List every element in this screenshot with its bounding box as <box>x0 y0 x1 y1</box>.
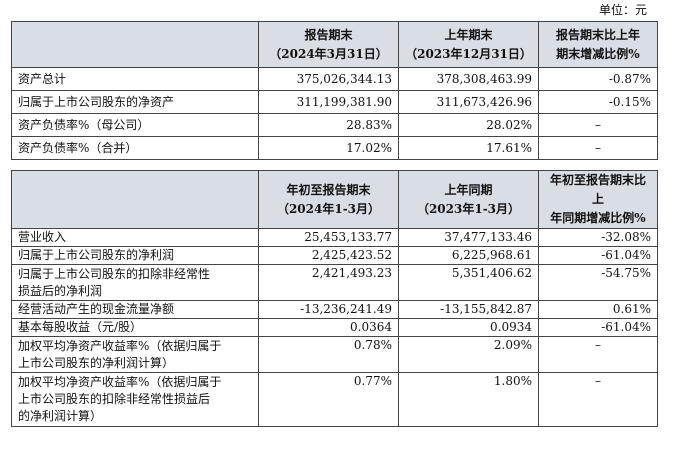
value-cell: 0.0934 <box>398 318 539 337</box>
value-cell: 2,421,493.23 <box>258 264 399 301</box>
change-cell: -61.04% <box>538 246 658 265</box>
value-cell: 311,673,426.96 <box>398 90 539 114</box>
header-cell: 上年期末 （2023年12月31日） <box>398 21 539 68</box>
value-cell: 0.78% <box>258 336 399 373</box>
table-row: 归属于上市公司股东的扣除非经常性 损益后的净利润 2,421,493.23 5,… <box>11 264 658 301</box>
header-cell: 年初至报告期末 （2024年1-3月） <box>258 170 399 229</box>
table-row: 资产负债率%（合并） 17.02% 17.61% – <box>11 136 658 160</box>
change-cell: -32.08% <box>538 228 658 247</box>
header-cell: 报告期末 （2024年3月31日） <box>258 21 399 68</box>
row-label: 加权平均净资产收益率%（依据归属于 上市公司股东的扣除非经常性损益后 的净利润计… <box>11 372 259 427</box>
change-cell: – <box>538 372 658 427</box>
table-row: 基本每股收益（元/股） 0.0364 0.0934 -61.04% <box>11 318 658 337</box>
value-cell: 0.77% <box>258 372 399 427</box>
row-label: 资产负债率%（母公司） <box>11 113 259 137</box>
value-cell: 28.83% <box>258 113 399 137</box>
row-label: 资产总计 <box>11 67 259 91</box>
change-cell: – <box>538 336 658 373</box>
value-cell: 28.02% <box>398 113 539 137</box>
header-cell: 上年同期 （2023年1-3月） <box>398 170 539 229</box>
table-row: 归属于上市公司股东的净资产 311,199,381.90 311,673,426… <box>11 90 658 114</box>
change-cell: – <box>538 136 658 160</box>
table-row: 营业收入 25,453,133.77 37,477,133.46 -32.08% <box>11 228 658 247</box>
row-label: 归属于上市公司股东的净利润 <box>11 246 259 265</box>
value-cell: 378,308,463.99 <box>398 67 539 91</box>
change-cell: -54.75% <box>538 264 658 301</box>
value-cell: -13,236,241.49 <box>258 300 399 319</box>
row-label: 归属于上市公司股东的扣除非经常性 损益后的净利润 <box>11 264 259 301</box>
row-label: 资产负债率%（合并） <box>11 136 259 160</box>
header-cell-empty <box>11 170 259 229</box>
table-row: 加权平均净资产收益率%（依据归属于 上市公司股东的扣除非经常性损益后 的净利润计… <box>11 372 658 427</box>
table-header-row: 年初至报告期末 （2024年1-3月） 上年同期 （2023年1-3月） 年初至… <box>11 170 658 229</box>
table-row: 资产负债率%（母公司） 28.83% 28.02% – <box>11 113 658 137</box>
value-cell: 311,199,381.90 <box>258 90 399 114</box>
value-cell: 0.0364 <box>258 318 399 337</box>
balance-sheet-table: 报告期末 （2024年3月31日） 上年期末 （2023年12月31日） 报告期… <box>11 21 658 160</box>
change-cell: 0.61% <box>538 300 658 319</box>
change-cell: -0.15% <box>538 90 658 114</box>
table-row: 加权平均净资产收益率%（依据归属于 上市公司股东的净利润计算） 0.78% 2.… <box>11 336 658 373</box>
value-cell: 25,453,133.77 <box>258 228 399 247</box>
value-cell: 1.80% <box>398 372 539 427</box>
value-cell: 6,225,968.61 <box>398 246 539 265</box>
value-cell: 17.61% <box>398 136 539 160</box>
row-label: 经营活动产生的现金流量净额 <box>11 300 259 319</box>
value-cell: -13,155,842.87 <box>398 300 539 319</box>
value-cell: 2,425,423.52 <box>258 246 399 265</box>
row-label: 归属于上市公司股东的净资产 <box>11 90 259 114</box>
value-cell: 37,477,133.46 <box>398 228 539 247</box>
table-header-row: 报告期末 （2024年3月31日） 上年期末 （2023年12月31日） 报告期… <box>11 21 658 68</box>
row-label: 加权平均净资产收益率%（依据归属于 上市公司股东的净利润计算） <box>11 336 259 373</box>
header-cell-empty <box>11 21 259 68</box>
table-row: 归属于上市公司股东的净利润 2,425,423.52 6,225,968.61 … <box>11 246 658 265</box>
change-cell: -61.04% <box>538 318 658 337</box>
value-cell: 375,026,344.13 <box>258 67 399 91</box>
change-cell: – <box>538 113 658 137</box>
row-label: 营业收入 <box>11 228 259 247</box>
change-cell: -0.87% <box>538 67 658 91</box>
header-cell: 年初至报告期末比上 年同期增减比例% <box>538 170 658 229</box>
value-cell: 17.02% <box>258 136 399 160</box>
table-row: 资产总计 375,026,344.13 378,308,463.99 -0.87… <box>11 67 658 91</box>
value-cell: 2.09% <box>398 336 539 373</box>
table-row: 经营活动产生的现金流量净额 -13,236,241.49 -13,155,842… <box>11 300 658 319</box>
row-label: 基本每股收益（元/股） <box>11 318 259 337</box>
value-cell: 5,351,406.62 <box>398 264 539 301</box>
unit-label: 单位：元 <box>598 3 647 17</box>
header-cell: 报告期末比上年 期末增减比例% <box>538 21 658 68</box>
income-table: 年初至报告期末 （2024年1-3月） 上年同期 （2023年1-3月） 年初至… <box>11 170 658 427</box>
